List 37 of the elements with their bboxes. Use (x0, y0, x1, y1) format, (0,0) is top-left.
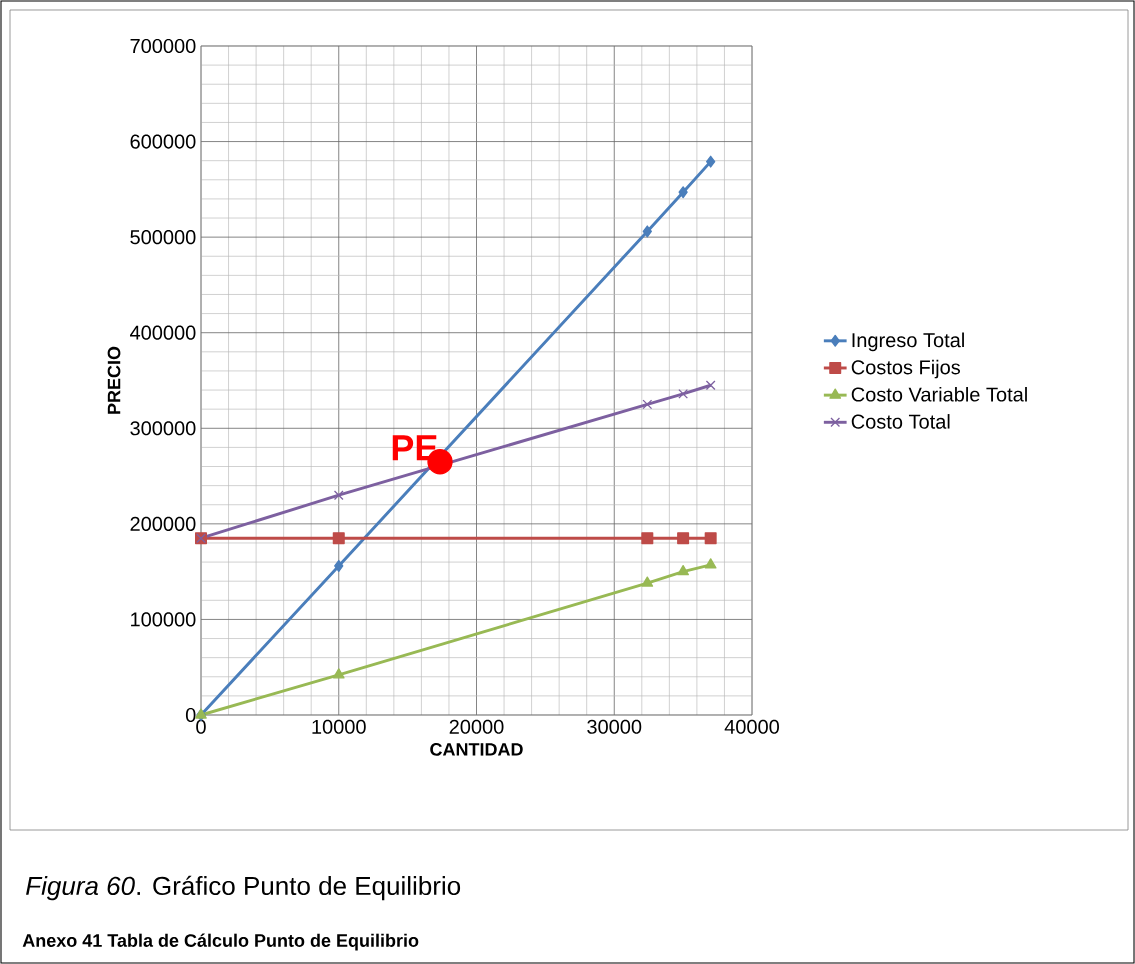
x-tick-label: 0 (196, 719, 206, 734)
point (678, 186, 688, 199)
point (641, 532, 654, 545)
y-tick-label: 300000 (130, 421, 196, 436)
x-tick-label: 10000 (312, 719, 366, 734)
point (332, 532, 345, 545)
point (642, 225, 652, 238)
point (704, 532, 717, 545)
y-tick-label: 700000 (130, 38, 196, 54)
point (704, 558, 717, 569)
point (706, 155, 716, 168)
y-tick-label: 200000 (130, 516, 196, 531)
y-tick-label: 400000 (130, 325, 196, 340)
legend-label: Costo Total (851, 414, 950, 429)
x-axis-title: CANTIDAD (430, 743, 523, 756)
y-tick-label: 500000 (130, 230, 196, 245)
legend-label: Costo Variable Total (851, 386, 1027, 402)
point (333, 490, 344, 501)
y-tick-label: 100000 (131, 612, 196, 627)
x-tick-label: 20000 (449, 719, 504, 734)
point (334, 559, 344, 572)
point (678, 388, 689, 399)
point (705, 380, 716, 391)
legend-label: Ingreso Total (852, 332, 964, 352)
point (677, 532, 690, 545)
y-axis-title: PRECIO (107, 346, 121, 414)
y-tick-label: 0 (185, 707, 196, 723)
legend-label: Costos Fijos (851, 359, 961, 379)
y-tick-label: 600000 (130, 134, 196, 149)
text: Anexo 41 Tabla de Cálculo Punto de Equilibrio (22, 933, 419, 951)
point (677, 564, 689, 576)
point (332, 668, 345, 679)
x-tick-label: 40000 (724, 719, 779, 734)
x-tick-label: 30000 (587, 719, 642, 734)
text: Figura 60. Gráfico Punto de Equilibrio (26, 875, 461, 901)
point (642, 399, 653, 410)
point (641, 576, 654, 587)
